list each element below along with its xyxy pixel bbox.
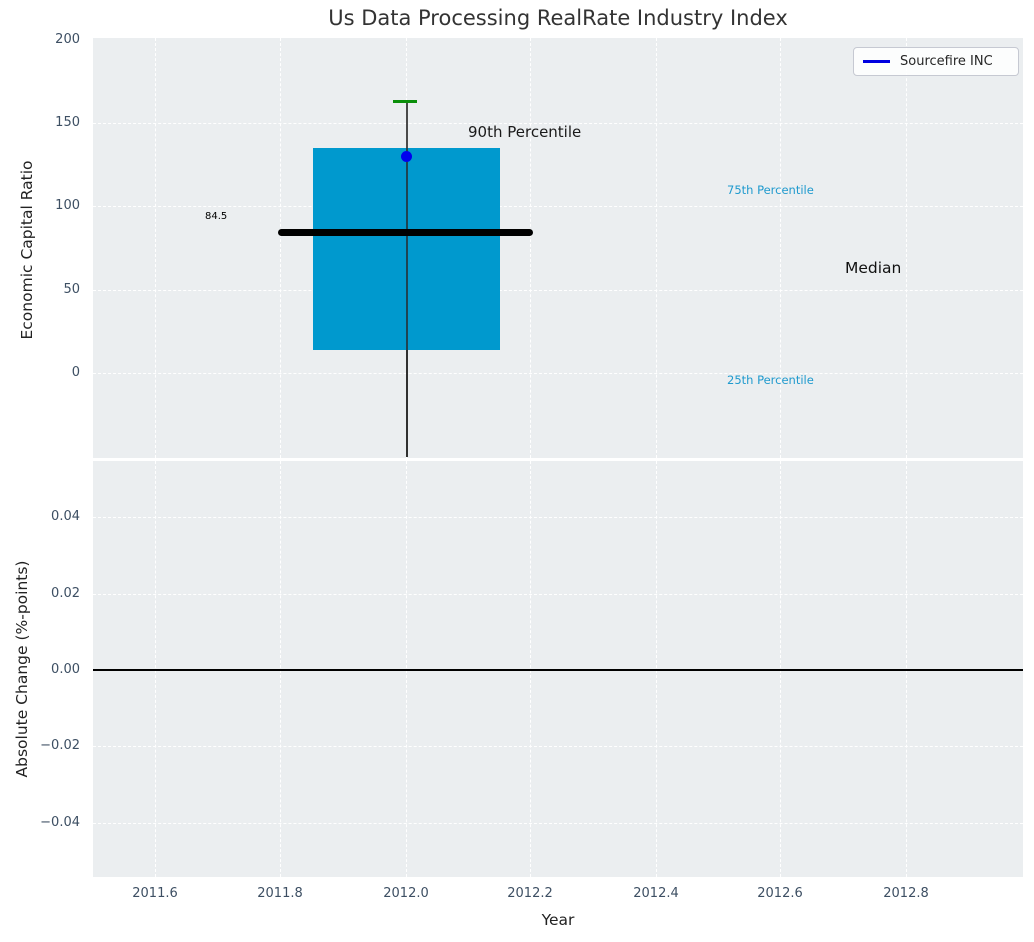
annotation-median-value: 84.5 [205,211,228,222]
gridline [93,594,1023,595]
x-tick-label: 2012.6 [757,886,803,901]
y-tick-label: 200 [55,32,80,47]
annotation-75th-percentile: 75th Percentile [727,183,814,197]
y-tick-label: 0.02 [51,586,80,601]
y-tick-label: 0 [71,365,80,380]
bottom-y-axis-label: Absolute Change (%-points) [13,560,31,778]
x-tick-label: 2012.2 [507,886,553,901]
legend-line-sample [863,60,890,63]
median-line [278,229,533,236]
x-tick-label: 2012.8 [883,886,929,901]
x-tick-label: 2012.4 [633,886,679,901]
gridline [93,123,1023,124]
y-tick-label: 100 [55,198,80,213]
y-tick-label: 150 [55,115,80,130]
gridline [656,38,657,458]
x-tick-label: 2011.6 [132,886,178,901]
y-tick-label: −0.04 [40,815,80,830]
y-tick-label: 0.00 [51,662,80,677]
gridline [530,38,531,458]
gridline [93,206,1023,207]
box-whisker-overlay [406,148,408,457]
gridline [780,38,781,458]
x-tick-label: 2012.0 [383,886,429,901]
gridline [280,38,281,458]
annotation-median: Median [845,259,902,277]
chart-title: Us Data Processing RealRate Industry Ind… [328,6,788,30]
gridline [93,373,1023,374]
company-data-point [401,151,412,162]
gridline [906,38,907,458]
p90-cap [393,100,417,103]
top-axes: 90th Percentile 75th Percentile Median 2… [93,38,1023,458]
y-tick-label: 0.04 [51,509,80,524]
legend: Sourcefire INC [853,47,1019,76]
gridline [93,290,1023,291]
gridline [93,746,1023,747]
gridline [93,823,1023,824]
bottom-axes [93,461,1023,877]
annotation-90th-percentile: 90th Percentile [468,123,582,141]
gridline [155,38,156,458]
gridline [93,517,1023,518]
top-y-axis-label: Economic Capital Ratio [18,160,36,340]
annotation-25th-percentile: 25th Percentile [727,373,814,387]
legend-label: Sourcefire INC [900,54,993,69]
zero-reference-line [93,669,1023,671]
y-tick-label: −0.02 [40,738,80,753]
x-axis-label: Year [541,911,575,929]
x-tick-label: 2011.8 [257,886,303,901]
y-tick-label: 50 [63,282,80,297]
